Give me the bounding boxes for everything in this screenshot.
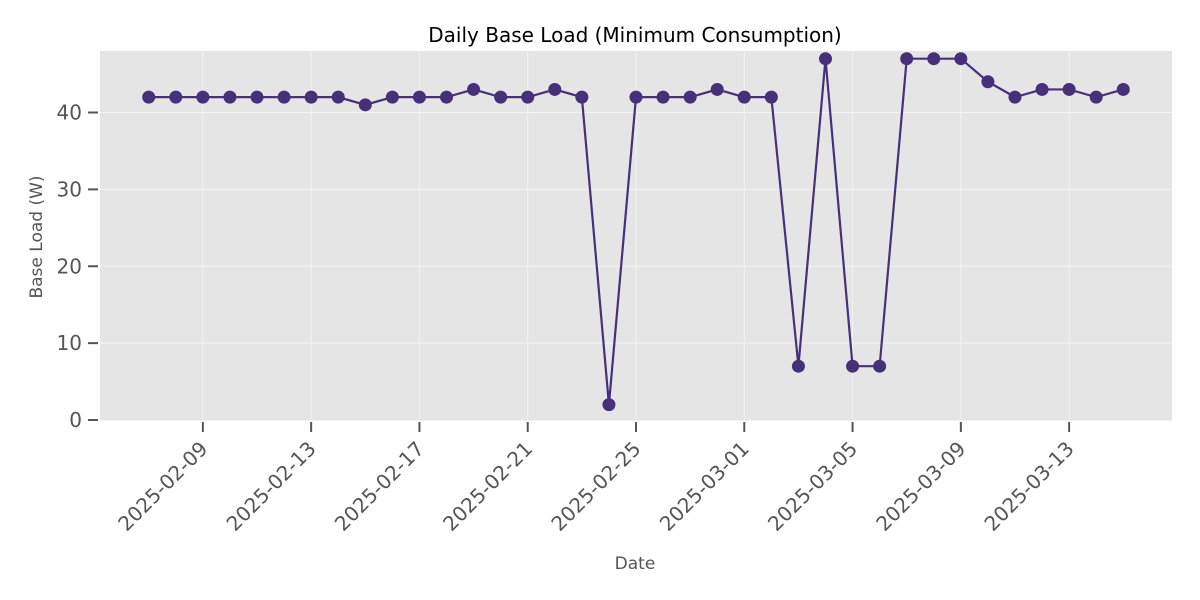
data-point — [575, 90, 589, 104]
data-point — [494, 90, 508, 104]
data-point — [1062, 82, 1076, 96]
data-point — [440, 90, 454, 104]
y-axis-label: Base Load (W) — [27, 175, 47, 298]
x-axis-label: Date — [615, 554, 656, 574]
data-point — [1035, 82, 1049, 96]
data-point — [250, 90, 264, 104]
x-tick-label: 2025-03-09 — [871, 437, 970, 536]
data-point — [900, 52, 914, 66]
data-point — [358, 98, 372, 112]
data-point — [737, 90, 751, 104]
data-point — [1008, 90, 1022, 104]
y-tick-label: 10 — [57, 331, 82, 355]
data-point — [548, 82, 562, 96]
data-point — [412, 90, 426, 104]
data-point — [467, 82, 481, 96]
data-point — [1116, 82, 1130, 96]
data-point — [846, 359, 860, 373]
data-point — [602, 398, 616, 412]
data-point — [927, 52, 941, 66]
x-tick-label: 2025-02-09 — [113, 437, 212, 536]
data-point — [981, 75, 995, 89]
data-point — [196, 90, 210, 104]
data-point — [764, 90, 778, 104]
data-point — [223, 90, 237, 104]
chart-title: Daily Base Load (Minimum Consumption) — [428, 23, 841, 47]
data-point — [169, 90, 183, 104]
data-point — [656, 90, 670, 104]
x-tick-label: 2025-02-13 — [222, 437, 321, 536]
x-tick-label: 2025-03-05 — [763, 437, 862, 536]
data-point — [954, 52, 968, 66]
data-point — [791, 359, 805, 373]
data-point — [629, 90, 643, 104]
data-point — [818, 52, 832, 66]
grid-lines — [100, 51, 1172, 421]
data-point — [1089, 90, 1103, 104]
data-point — [277, 90, 291, 104]
data-point — [142, 90, 156, 104]
y-tick-label: 20 — [57, 254, 82, 278]
data-points — [142, 52, 1130, 412]
data-point — [304, 90, 318, 104]
y-tick-label: 30 — [57, 177, 82, 201]
data-point — [710, 82, 724, 96]
y-tick-label: 0 — [69, 408, 82, 432]
data-point — [331, 90, 345, 104]
x-tick-label: 2025-02-17 — [330, 437, 429, 536]
x-tick-label: 2025-03-01 — [655, 437, 754, 536]
y-tick-label: 40 — [57, 101, 82, 125]
x-tick-label: 2025-03-13 — [980, 437, 1079, 536]
x-tick-label: 2025-02-25 — [546, 437, 645, 536]
data-point — [385, 90, 399, 104]
data-point — [873, 359, 887, 373]
data-point — [521, 90, 535, 104]
x-tick-label: 2025-02-21 — [438, 437, 537, 536]
data-point — [683, 90, 697, 104]
